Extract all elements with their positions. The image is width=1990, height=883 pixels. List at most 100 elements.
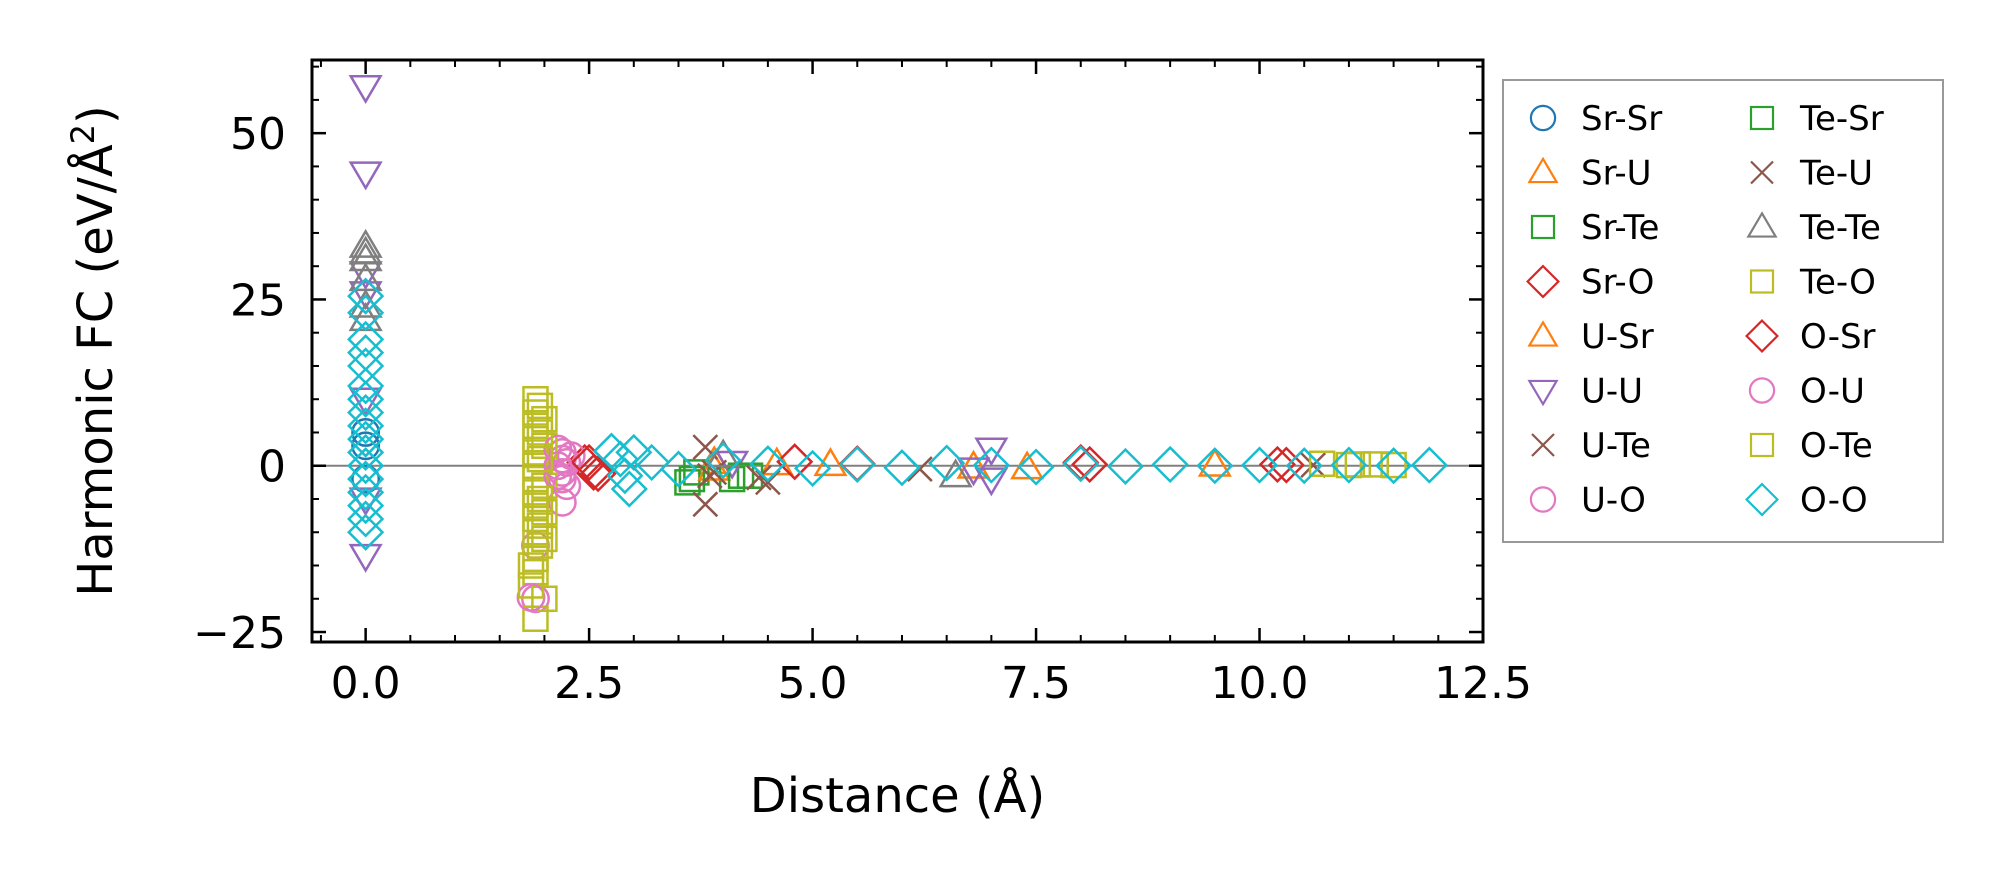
data-point [1151, 445, 1189, 483]
data-point [522, 465, 549, 493]
data-point [347, 334, 385, 372]
legend-item: O-Sr [1745, 317, 1876, 357]
data-point [347, 473, 385, 511]
data-point [974, 467, 1009, 497]
data-point [1017, 448, 1055, 486]
legend-marker [1746, 211, 1778, 238]
data-point [1410, 446, 1448, 484]
legend-item: U-Te [1531, 426, 1651, 466]
data-point [522, 479, 549, 506]
legend-marker [1531, 433, 1555, 457]
legend-item: U-U [1527, 372, 1643, 412]
legend-label: Sr-O [1581, 263, 1654, 303]
data-point [522, 505, 549, 533]
x-tick-label: 10.0 [1211, 658, 1309, 709]
data-point [1344, 451, 1372, 478]
data-point [615, 433, 653, 472]
data-point [522, 545, 549, 573]
data-point [601, 440, 639, 478]
data-point [610, 470, 648, 508]
x-tick-label: 0.0 [331, 658, 401, 709]
x-tick-label: 7.5 [1001, 658, 1071, 709]
data-point [543, 461, 573, 491]
legend-item: U-Sr [1527, 317, 1654, 357]
data-point [1106, 447, 1145, 485]
y-axis-title-superscript: 2 [64, 124, 102, 144]
data-point [347, 294, 385, 332]
y-axis-title: Harmonic FC (eV/Å2) [64, 105, 124, 597]
legend-marker [1527, 320, 1559, 347]
data-point [521, 531, 550, 561]
data-point [526, 445, 554, 473]
data-point [531, 432, 558, 460]
data-point [883, 449, 921, 487]
data-point [692, 491, 719, 518]
data-point [1258, 445, 1296, 483]
legend-marker [1745, 319, 1779, 353]
data-point [348, 242, 383, 272]
data-point [347, 447, 385, 485]
data-point [347, 487, 385, 525]
legend-marker [1745, 482, 1779, 517]
y-tick-label: 25 [230, 275, 286, 326]
x-axis-title: Distance (Å) [750, 767, 1045, 824]
legend-marker [1530, 214, 1556, 240]
legend-label: U-O [1581, 481, 1646, 521]
data-point [526, 392, 554, 420]
y-axis-title-main: Harmonic FC (eV/Å [67, 144, 124, 597]
data-point [531, 499, 558, 526]
legend-label: U-U [1581, 372, 1643, 412]
legend-label: Sr-U [1581, 154, 1652, 194]
legend-item: Te-Sr [1749, 99, 1884, 139]
legend-item: U-O [1529, 481, 1646, 521]
data-point [1240, 446, 1279, 484]
data-point [347, 407, 385, 445]
data-point [348, 74, 383, 104]
data-point [1330, 446, 1368, 484]
legend-item: O-O [1745, 481, 1868, 521]
data-point [1062, 445, 1100, 483]
legend-marker [1748, 377, 1776, 404]
legend-item: O-U [1748, 372, 1865, 412]
data-point [347, 320, 385, 358]
legend-label: Te-Sr [1799, 99, 1884, 139]
series-sr-sr [351, 418, 381, 494]
legend-label: U-Te [1581, 426, 1651, 466]
data-point [526, 485, 554, 513]
legend-item: O-Te [1749, 426, 1873, 466]
data-point [522, 519, 549, 546]
data-point [351, 464, 381, 494]
y-tick-label: 50 [230, 109, 286, 160]
legend-label: Te-U [1799, 154, 1873, 194]
data-point [522, 439, 549, 466]
legend-label: Sr-Te [1581, 208, 1659, 248]
data-point [755, 469, 781, 496]
data-point [1196, 447, 1234, 485]
data-point [1285, 447, 1323, 485]
legend-label: O-Sr [1800, 317, 1876, 357]
data-point [794, 449, 832, 487]
axes: 0.0 2.5 5.0 7.5 10.0 12.5 −25 0 25 50 Distance (Å)… [64, 58, 1532, 824]
legend-box [1502, 79, 1944, 543]
data-point [1267, 446, 1305, 484]
data-point [517, 572, 545, 599]
data-point [706, 438, 741, 468]
data-point [1071, 445, 1109, 483]
legend-item: Sr-Te [1530, 208, 1659, 248]
data-point [928, 444, 966, 482]
data-point [552, 471, 582, 501]
data-point [347, 500, 385, 538]
data-point [531, 405, 558, 433]
legend-marker [1750, 160, 1774, 185]
data-point [531, 525, 558, 553]
legend-marker [1526, 264, 1560, 299]
data-point [517, 552, 545, 579]
legend-item: Te-U [1750, 154, 1873, 194]
data-point [348, 543, 383, 573]
legend-marker [1527, 156, 1559, 184]
legend-item: Sr-U [1527, 154, 1652, 194]
data-point [351, 431, 381, 461]
legend-label: O-O [1800, 481, 1868, 521]
plot-frame [310, 58, 1485, 644]
